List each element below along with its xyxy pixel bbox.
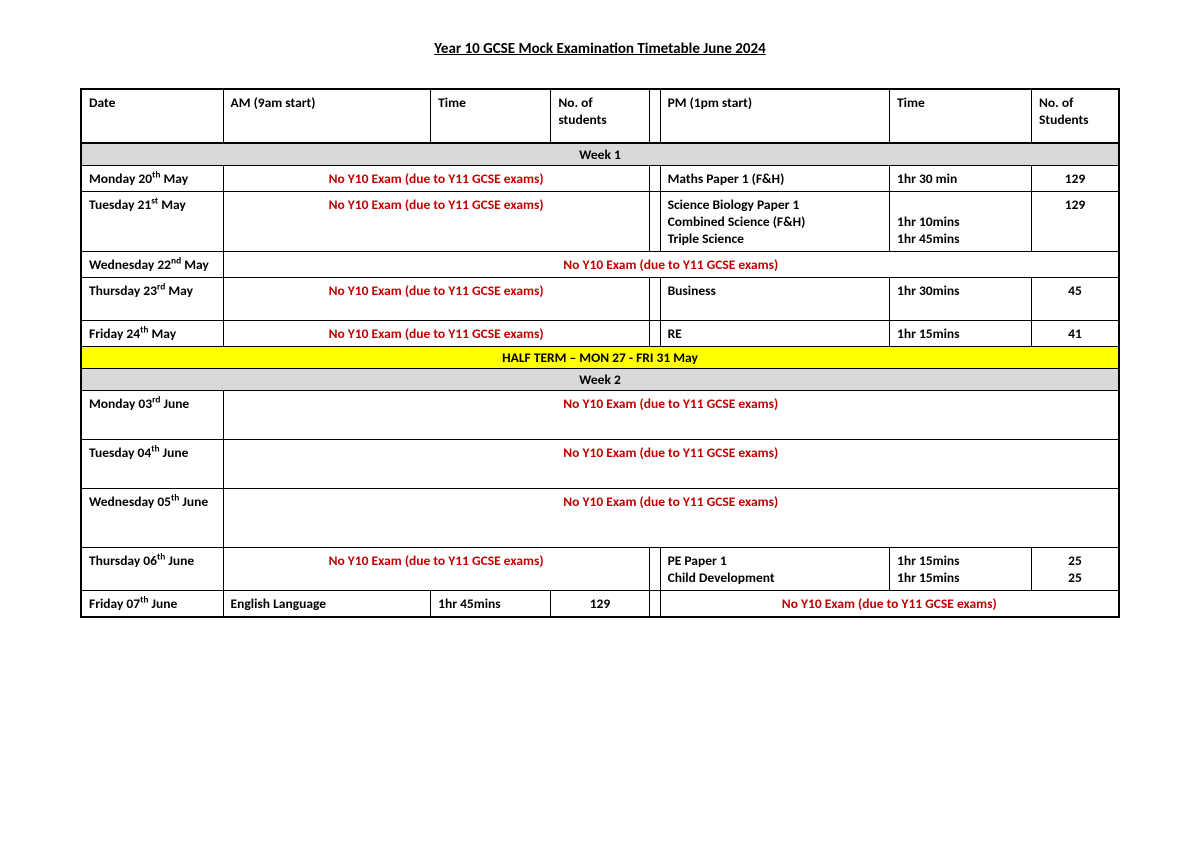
table-header-row: Date AM (9am start) Time No. of students… xyxy=(81,89,1119,143)
am-noexam: No Y10 Exam (due to Y11 GCSE exams) xyxy=(223,321,649,347)
col-time-pm: Time xyxy=(890,89,1032,143)
date-cell: Tuesday 04th June xyxy=(81,440,223,489)
spacer xyxy=(649,192,660,252)
col-pm: PM (1pm start) xyxy=(660,89,889,143)
pm-time: 1hr 15mins 1hr 15mins xyxy=(890,548,1032,591)
pm-students: 129 xyxy=(1032,166,1119,192)
pm-time: 1hr 30mins xyxy=(890,278,1032,321)
date-cell: Tuesday 21st May xyxy=(81,192,223,252)
am-time: 1hr 45mins xyxy=(431,591,551,618)
date-cell: Friday 24th May xyxy=(81,321,223,347)
pm-subject: Business xyxy=(660,278,889,321)
table-row: Tuesday 04th June No Y10 Exam (due to Y1… xyxy=(81,440,1119,489)
table-row: Monday 20th May No Y10 Exam (due to Y11 … xyxy=(81,166,1119,192)
am-students: 129 xyxy=(551,591,649,618)
date-cell: Monday 20th May xyxy=(81,166,223,192)
timetable: Date AM (9am start) Time No. of students… xyxy=(80,88,1120,618)
table-row: Monday 03rd June No Y10 Exam (due to Y11… xyxy=(81,391,1119,440)
week2-row: Week 2 xyxy=(81,369,1119,391)
date-cell: Thursday 23rd May xyxy=(81,278,223,321)
date-cell: Wednesday 22nd May xyxy=(81,252,223,278)
pm-time: 1hr 30 min xyxy=(890,166,1032,192)
date-cell: Monday 03rd June xyxy=(81,391,223,440)
pm-subject: Maths Paper 1 (F&H) xyxy=(660,166,889,192)
col-students-am: No. of students xyxy=(551,89,649,143)
full-noexam: No Y10 Exam (due to Y11 GCSE exams) xyxy=(223,489,1119,548)
am-noexam: No Y10 Exam (due to Y11 GCSE exams) xyxy=(223,278,649,321)
week1-label: Week 1 xyxy=(81,143,1119,166)
table-row: Wednesday 05th June No Y10 Exam (due to … xyxy=(81,489,1119,548)
pm-subject: PE Paper 1 Child Development xyxy=(660,548,889,591)
week1-row: Week 1 xyxy=(81,143,1119,166)
spacer xyxy=(649,591,660,618)
week2-label: Week 2 xyxy=(81,369,1119,391)
am-noexam: No Y10 Exam (due to Y11 GCSE exams) xyxy=(223,192,649,252)
halfterm-row: HALF TERM – MON 27 - FRI 31 May xyxy=(81,347,1119,369)
pm-students: 129 xyxy=(1032,192,1119,252)
full-noexam: No Y10 Exam (due to Y11 GCSE exams) xyxy=(223,391,1119,440)
am-subject: English Language xyxy=(223,591,431,618)
pm-students: 25 25 xyxy=(1032,548,1119,591)
page-title: Year 10 GCSE Mock Examination Timetable … xyxy=(80,40,1120,58)
spacer xyxy=(649,321,660,347)
am-noexam: No Y10 Exam (due to Y11 GCSE exams) xyxy=(223,166,649,192)
col-students-pm: No. of Students xyxy=(1032,89,1119,143)
spacer xyxy=(649,166,660,192)
pm-subject: RE xyxy=(660,321,889,347)
am-noexam: No Y10 Exam (due to Y11 GCSE exams) xyxy=(223,548,649,591)
date-cell: Thursday 06th June xyxy=(81,548,223,591)
table-row: Friday 07th June English Language 1hr 45… xyxy=(81,591,1119,618)
date-cell: Wednesday 05th June xyxy=(81,489,223,548)
pm-time: 1hr 10mins 1hr 45mins xyxy=(890,192,1032,252)
date-cell: Friday 07th June xyxy=(81,591,223,618)
spacer xyxy=(649,89,660,143)
table-row: Thursday 23rd May No Y10 Exam (due to Y1… xyxy=(81,278,1119,321)
pm-time: 1hr 15mins xyxy=(890,321,1032,347)
col-time-am: Time xyxy=(431,89,551,143)
pm-noexam: No Y10 Exam (due to Y11 GCSE exams) xyxy=(660,591,1119,618)
spacer xyxy=(649,548,660,591)
pm-students: 45 xyxy=(1032,278,1119,321)
pm-students: 41 xyxy=(1032,321,1119,347)
table-row: Thursday 06th June No Y10 Exam (due to Y… xyxy=(81,548,1119,591)
col-am: AM (9am start) xyxy=(223,89,431,143)
table-row: Friday 24th May No Y10 Exam (due to Y11 … xyxy=(81,321,1119,347)
full-noexam: No Y10 Exam (due to Y11 GCSE exams) xyxy=(223,440,1119,489)
pm-subject: Science Biology Paper 1 Combined Science… xyxy=(660,192,889,252)
col-date: Date xyxy=(81,89,223,143)
halfterm-label: HALF TERM – MON 27 - FRI 31 May xyxy=(81,347,1119,369)
full-noexam: No Y10 Exam (due to Y11 GCSE exams) xyxy=(223,252,1119,278)
table-row: Wednesday 22nd May No Y10 Exam (due to Y… xyxy=(81,252,1119,278)
table-row: Tuesday 21st May No Y10 Exam (due to Y11… xyxy=(81,192,1119,252)
spacer xyxy=(649,278,660,321)
